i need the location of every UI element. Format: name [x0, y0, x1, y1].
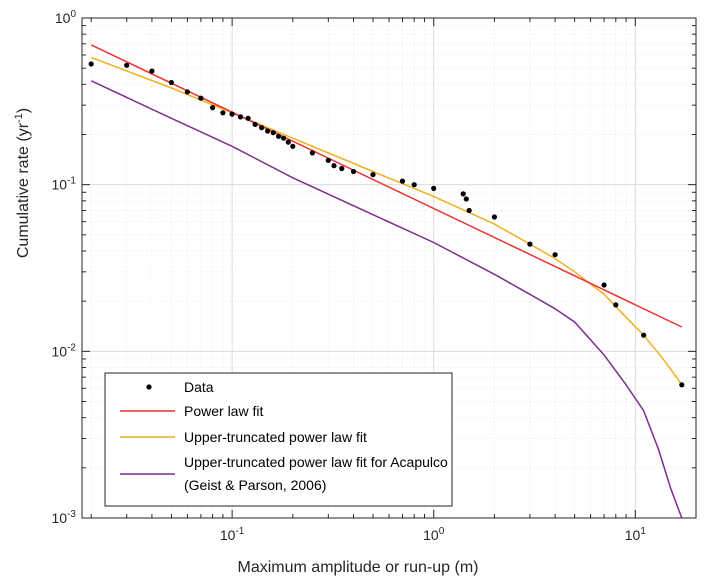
- data-point: [370, 172, 376, 178]
- data-point: [198, 95, 204, 101]
- x-tick-label: 101: [625, 526, 647, 543]
- data-point: [88, 61, 94, 67]
- y-tick-label: 10-3: [52, 509, 77, 526]
- x-tick-label: 10-1: [220, 526, 245, 543]
- data-point: [245, 115, 251, 121]
- y-axis-label-superscript: -1: [13, 113, 25, 123]
- data-point: [290, 143, 296, 149]
- data-point: [460, 191, 466, 197]
- legend: Data Power law fit Upper-truncated power…: [104, 372, 453, 507]
- data-point: [399, 178, 406, 184]
- x-tick-label-base: 10: [625, 527, 641, 543]
- data-point: [679, 382, 685, 388]
- legend-label-power-law: Power law fit: [184, 403, 263, 419]
- data-point: [252, 121, 258, 127]
- data-point: [210, 105, 216, 111]
- data-point: [613, 302, 619, 308]
- data-point: [276, 133, 282, 139]
- x-tick-label-base: 10: [423, 527, 439, 543]
- data-point: [229, 111, 235, 117]
- data-point: [184, 89, 190, 95]
- y-tick-label-base: 10: [52, 510, 68, 526]
- data-point: [281, 135, 287, 141]
- data-point: [339, 165, 345, 172]
- legend-label-acapulco-source: (Geist & Parson, 2006): [184, 477, 326, 493]
- legend-label-upper-truncated: Upper-truncated power law fit: [184, 429, 367, 445]
- legend-label-acapulco: Upper-truncated power law fit for Acapul…: [184, 454, 448, 470]
- data-point: [463, 196, 469, 202]
- series-layer: [88, 44, 685, 519]
- y-tick-label-exponent: -3: [67, 509, 76, 520]
- x-tick-label-exponent: -1: [235, 526, 244, 537]
- y-tick-label-base: 10: [52, 177, 68, 193]
- y-tick-label-exponent: -2: [67, 342, 76, 353]
- y-tick-label-exponent: -1: [67, 176, 76, 187]
- data-point: [168, 79, 174, 86]
- y-axis-label-main: Cumulative rate (yr: [15, 122, 32, 258]
- data-point: [270, 130, 276, 136]
- legend-marker-data: [146, 384, 152, 390]
- y-tick-label-exponent: 0: [70, 9, 76, 20]
- data-point: [331, 163, 337, 169]
- x-axis-label: Maximum amplitude or run-up (m): [238, 559, 479, 576]
- data-point: [350, 168, 357, 175]
- axis-ticks: [82, 18, 697, 519]
- data-point: [325, 157, 331, 163]
- data-point: [466, 207, 472, 214]
- data-point: [220, 110, 226, 116]
- data-point: [285, 139, 291, 145]
- y-tick-label-base: 10: [55, 10, 71, 26]
- legend-box: [104, 372, 453, 507]
- data-point: [265, 128, 271, 134]
- data-point: [641, 332, 647, 338]
- x-tick-label-exponent: 0: [439, 526, 445, 537]
- data-point: [259, 125, 265, 131]
- data-point: [552, 252, 558, 258]
- y-axis-label-close: ): [15, 108, 32, 113]
- x-tick-label-base: 10: [220, 527, 236, 543]
- data-point: [411, 182, 417, 188]
- y-tick-label-base: 10: [52, 343, 68, 359]
- series-line-3: [90, 80, 683, 519]
- data-point: [149, 68, 155, 74]
- data-point: [237, 114, 244, 120]
- data-point: [431, 185, 437, 191]
- data-point: [491, 214, 497, 220]
- y-tick-label: 10-1: [52, 176, 77, 193]
- data-point: [601, 282, 607, 288]
- y-axis-label: Cumulative rate (yr-1): [13, 108, 32, 258]
- y-tick-label: 10-2: [52, 342, 77, 359]
- y-tick-label: 100: [55, 9, 77, 26]
- data-point: [309, 150, 315, 156]
- legend-label-data: Data: [184, 379, 214, 395]
- x-tick-label-exponent: 1: [640, 526, 646, 537]
- data-point: [124, 62, 130, 68]
- data-point: [527, 241, 533, 247]
- x-tick-label: 100: [423, 526, 445, 543]
